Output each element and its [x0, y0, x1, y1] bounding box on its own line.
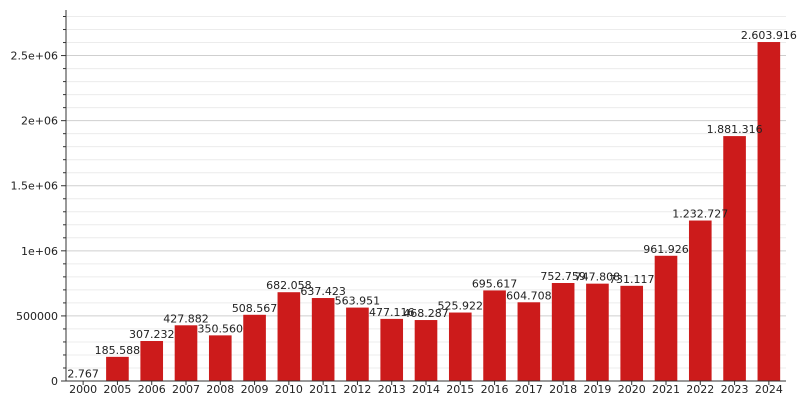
data-label: 477.116 — [369, 306, 415, 319]
x-tick-label: 2024 — [755, 383, 783, 396]
data-label: 637.423 — [300, 285, 346, 298]
data-label: 2.603.916 — [741, 29, 797, 42]
bar — [414, 320, 438, 381]
y-tick-label: 500000 — [16, 310, 58, 323]
x-tick-label: 2013 — [378, 383, 406, 396]
data-label: 695.617 — [472, 277, 518, 290]
data-label: 185.588 — [95, 344, 141, 357]
data-label: 961.926 — [643, 243, 689, 256]
bar — [140, 341, 164, 381]
data-label: 525.922 — [438, 300, 484, 313]
x-tick-label: 2017 — [515, 383, 543, 396]
bar — [654, 255, 678, 381]
bar — [517, 302, 541, 381]
data-label: 468.287 — [403, 307, 449, 320]
x-tick-label: 2000 — [69, 383, 97, 396]
bar — [346, 307, 369, 381]
y-tick-label: 2e+06 — [21, 115, 58, 128]
data-label: 1.232.727 — [672, 208, 728, 221]
y-tick-label: 1.5e+06 — [11, 180, 58, 193]
data-label: 731.117 — [609, 273, 655, 286]
bar — [688, 220, 712, 381]
data-label: 307.232 — [129, 328, 175, 341]
x-tick-label: 2006 — [138, 383, 166, 396]
x-tick-label: 2008 — [206, 383, 234, 396]
y-tick-label: 0 — [51, 375, 58, 388]
y-tick-label: 1e+06 — [21, 245, 58, 258]
data-label: 604.708 — [506, 289, 552, 302]
x-tick-label: 2011 — [309, 383, 337, 396]
x-tick-label: 2016 — [481, 383, 509, 396]
data-label: 563.951 — [335, 295, 381, 308]
bar — [106, 356, 129, 381]
x-tick-label: 2005 — [103, 383, 131, 396]
data-label: 427.882 — [163, 312, 209, 325]
bar — [311, 298, 335, 381]
bar — [551, 283, 575, 381]
x-tick-label: 2020 — [618, 383, 646, 396]
bar-layer — [71, 42, 781, 382]
axis-layer: 0 500000 1e+06 1.5e+06 2e+06 2.5e+06 2000 2005 2… — [11, 10, 786, 396]
bar — [620, 285, 644, 381]
x-tick-label: 2019 — [583, 383, 611, 396]
x-tick-label: 2007 — [172, 383, 200, 396]
data-label: 2.767 — [67, 368, 99, 381]
data-label: 682.058 — [266, 279, 312, 292]
x-tick-label: 2014 — [412, 383, 440, 396]
bar — [483, 290, 506, 381]
x-tick-label: 2023 — [721, 383, 749, 396]
bar — [243, 314, 266, 381]
bar — [380, 318, 404, 381]
x-tick-label: 2021 — [652, 383, 680, 396]
data-label: 752.759 — [540, 270, 586, 283]
x-tick-label: 2012 — [343, 383, 371, 396]
data-label: 350.560 — [198, 322, 244, 335]
data-label: 1.881.316 — [707, 123, 763, 136]
bar — [277, 292, 301, 381]
x-tick-label: 2009 — [241, 383, 269, 396]
x-tick-label: 2015 — [446, 383, 474, 396]
bar — [586, 283, 609, 381]
bar — [723, 136, 746, 381]
data-label: 508.567 — [232, 302, 278, 315]
grid-layer — [66, 16, 786, 369]
y-tick-label: 2.5e+06 — [11, 50, 58, 63]
x-tick-label: 2010 — [275, 383, 303, 396]
bar — [208, 335, 232, 381]
x-tick-label: 2022 — [686, 383, 714, 396]
bar — [174, 325, 198, 381]
bar — [448, 312, 472, 381]
bar — [757, 42, 781, 382]
x-tick-label: 2018 — [549, 383, 577, 396]
data-label: 747.808 — [575, 271, 621, 284]
